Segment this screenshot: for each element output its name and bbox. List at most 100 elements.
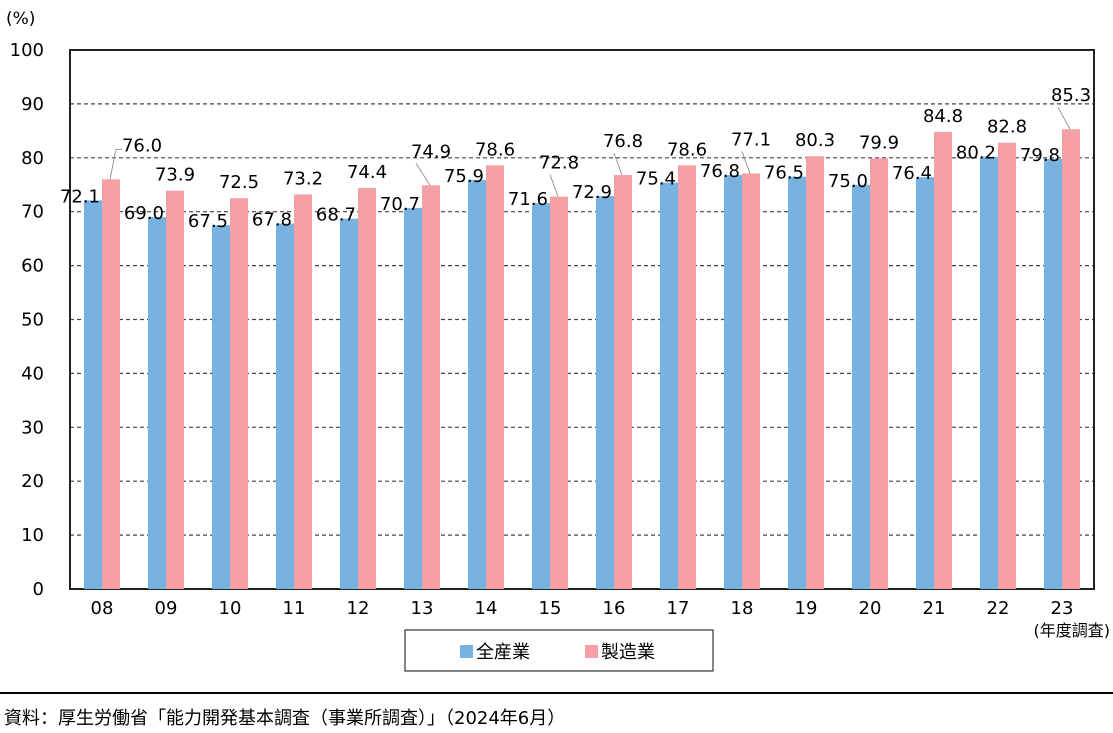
leader-line bbox=[415, 163, 431, 186]
bar-manufacturing bbox=[166, 190, 184, 589]
source-note: 資料：厚生労働省「能力開発基本調査（事業所調査）」（2024年6月） bbox=[4, 708, 566, 729]
data-label-manufacturing: 76.8 bbox=[603, 131, 643, 152]
data-label-all-industries: 71.6 bbox=[508, 189, 548, 210]
data-label-all-industries: 75.9 bbox=[444, 166, 484, 187]
legend-label-manufacturing: 製造業 bbox=[601, 642, 655, 663]
bar-manufacturing bbox=[614, 175, 632, 589]
data-label-all-industries: 76.4 bbox=[892, 163, 932, 184]
y-tick-label: 60 bbox=[21, 256, 44, 277]
y-tick-label: 20 bbox=[21, 471, 44, 492]
y-tick-label: 40 bbox=[21, 363, 44, 384]
leader-line bbox=[109, 148, 122, 180]
bar-all-industries bbox=[276, 223, 294, 590]
bar-all-industries bbox=[916, 177, 934, 590]
bar-all-industries bbox=[724, 175, 742, 589]
data-label-manufacturing: 84.8 bbox=[923, 106, 963, 127]
y-tick-label: 30 bbox=[21, 417, 44, 438]
y-tick-label: 90 bbox=[21, 94, 44, 115]
x-tick-label: 23 bbox=[1051, 598, 1074, 619]
bar-manufacturing bbox=[998, 142, 1016, 589]
bar-all-industries bbox=[596, 196, 614, 589]
bar-all-industries bbox=[340, 218, 358, 589]
x-tick-label: 15 bbox=[539, 598, 562, 619]
bar-all-industries bbox=[532, 203, 550, 590]
bar-manufacturing bbox=[422, 185, 440, 589]
y-tick-label: 10 bbox=[21, 525, 44, 546]
leader-line bbox=[741, 151, 751, 174]
y-axis-unit: (%) bbox=[6, 9, 35, 29]
data-label-all-industries: 75.4 bbox=[636, 169, 676, 190]
bar-manufacturing bbox=[678, 165, 696, 589]
y-tick-label: 100 bbox=[10, 40, 44, 61]
data-label-manufacturing: 80.3 bbox=[795, 130, 835, 151]
data-label-manufacturing: 77.1 bbox=[731, 129, 771, 150]
data-label-manufacturing: 79.9 bbox=[859, 132, 899, 153]
bar-manufacturing bbox=[870, 158, 888, 590]
data-label-all-industries: 76.8 bbox=[700, 161, 740, 182]
data-label-manufacturing: 76.0 bbox=[122, 135, 162, 156]
x-tick-label: 17 bbox=[667, 598, 690, 619]
bar-manufacturing bbox=[102, 179, 120, 590]
data-label-all-industries: 76.5 bbox=[764, 163, 804, 184]
leader-line bbox=[1057, 106, 1071, 130]
x-tick-label: 12 bbox=[347, 598, 370, 619]
x-axis-note: (年度調査) bbox=[1034, 621, 1111, 640]
bar-all-industries bbox=[212, 225, 230, 590]
bar-all-industries bbox=[788, 176, 806, 590]
data-label-manufacturing: 85.3 bbox=[1051, 85, 1091, 106]
bar-manufacturing bbox=[742, 173, 760, 589]
bar-all-industries bbox=[980, 156, 998, 590]
bar-all-industries bbox=[468, 179, 486, 590]
legend-label-all-industries: 全産業 bbox=[476, 642, 530, 663]
data-label-all-industries: 68.7 bbox=[316, 205, 356, 226]
x-tick-label: 16 bbox=[603, 598, 626, 619]
x-tick-label: 09 bbox=[155, 598, 178, 619]
data-label-all-industries: 70.7 bbox=[380, 194, 420, 215]
data-label-all-industries: 67.5 bbox=[188, 211, 228, 232]
data-label-manufacturing: 82.8 bbox=[987, 117, 1027, 138]
bar-manufacturing bbox=[1062, 129, 1080, 589]
bar-all-industries bbox=[660, 182, 678, 589]
bar-manufacturing bbox=[486, 165, 504, 589]
leader-line bbox=[613, 152, 623, 176]
data-label-manufacturing: 74.4 bbox=[347, 162, 387, 183]
bar-manufacturing bbox=[806, 156, 824, 590]
x-tick-label: 10 bbox=[219, 598, 242, 619]
legend-swatch-manufacturing bbox=[585, 645, 598, 658]
bar-all-industries bbox=[404, 207, 422, 589]
y-tick-label: 50 bbox=[21, 310, 44, 331]
data-label-manufacturing: 73.2 bbox=[283, 168, 323, 189]
y-tick-label: 80 bbox=[21, 148, 44, 169]
x-tick-label: 11 bbox=[283, 598, 306, 619]
data-label-all-industries: 69.0 bbox=[124, 203, 164, 224]
x-tick-label: 20 bbox=[859, 598, 882, 619]
data-label-manufacturing: 72.8 bbox=[539, 153, 579, 174]
data-label-manufacturing: 73.9 bbox=[155, 165, 195, 186]
data-label-all-industries: 72.9 bbox=[572, 182, 612, 203]
data-label-manufacturing: 78.6 bbox=[667, 139, 707, 160]
bar-all-industries bbox=[148, 217, 166, 589]
bar-all-industries bbox=[84, 200, 102, 590]
data-label-all-industries: 80.2 bbox=[956, 143, 996, 164]
data-label-all-industries: 67.8 bbox=[252, 210, 292, 231]
x-tick-label: 14 bbox=[475, 598, 498, 619]
bar-manufacturing bbox=[550, 196, 568, 589]
y-tick-label: 0 bbox=[33, 579, 44, 600]
data-label-all-industries: 72.1 bbox=[60, 186, 100, 207]
data-label-all-industries: 75.0 bbox=[828, 171, 868, 192]
x-tick-label: 08 bbox=[91, 598, 114, 619]
x-tick-label: 21 bbox=[923, 598, 946, 619]
bar-manufacturing bbox=[934, 131, 952, 590]
x-tick-label: 19 bbox=[795, 598, 818, 619]
divider-line bbox=[0, 692, 1113, 694]
data-label-manufacturing: 72.5 bbox=[219, 172, 259, 193]
bar-manufacturing bbox=[294, 194, 312, 589]
leader-line bbox=[549, 174, 559, 197]
legend-box bbox=[404, 629, 714, 672]
x-tick-label: 13 bbox=[411, 598, 434, 619]
bar-all-industries bbox=[852, 184, 870, 589]
bar-manufacturing bbox=[230, 198, 248, 589]
bar-manufacturing bbox=[358, 187, 376, 589]
bar-all-industries bbox=[1044, 158, 1062, 590]
